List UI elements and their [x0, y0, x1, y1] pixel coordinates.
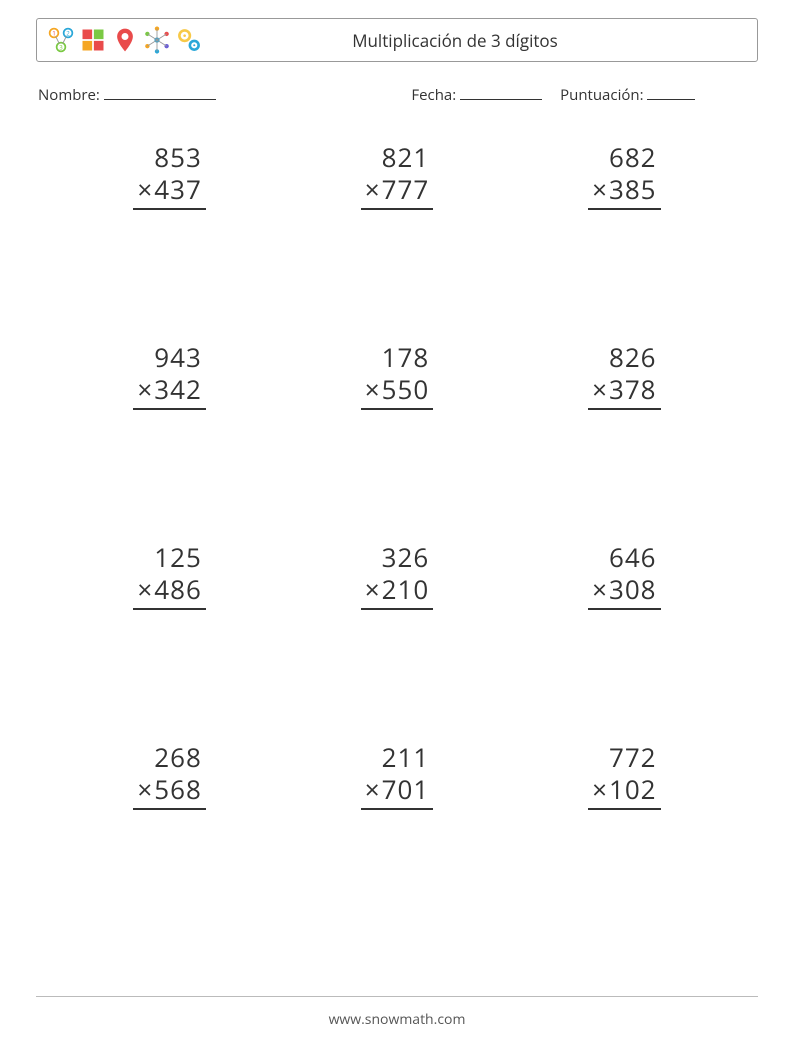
multiplier-row: ×385 — [588, 173, 660, 210]
multiplicand: 178 — [361, 341, 433, 374]
multiply-sign: × — [592, 373, 608, 406]
multiplier-row: ×378 — [588, 373, 660, 410]
multiplicand: 125 — [133, 541, 205, 574]
multiplier-row: ×486 — [133, 573, 205, 610]
multiplier-row: ×701 — [361, 773, 433, 810]
multiplicand: 682 — [588, 141, 660, 174]
multiplier-row: ×308 — [588, 573, 660, 610]
problem: 646×308 — [511, 541, 738, 741]
score-label: Puntuación: — [560, 85, 643, 105]
multiplicand: 772 — [588, 741, 660, 774]
multiplier-row: ×550 — [361, 373, 433, 410]
multiplicand: 268 — [133, 741, 205, 774]
problem-inner: 326×210 — [361, 541, 433, 610]
multiplicand: 853 — [133, 141, 205, 174]
problem: 943×342 — [56, 341, 283, 541]
name-field: Nombre: — [38, 84, 411, 105]
multiply-sign: × — [137, 373, 153, 406]
problem-inner: 853×437 — [133, 141, 205, 210]
problem-inner: 943×342 — [133, 341, 205, 410]
svg-text:2: 2 — [66, 29, 70, 38]
multiply-sign: × — [137, 773, 153, 806]
multiplier-row: ×437 — [133, 173, 205, 210]
multiplicand: 326 — [361, 541, 433, 574]
problem-inner: 826×378 — [588, 341, 660, 410]
multiply-sign: × — [365, 573, 381, 606]
problems-grid: 853×437821×777682×385943×342178×550826×3… — [36, 141, 758, 941]
problem: 211×701 — [283, 741, 510, 941]
multiplier: 342 — [154, 371, 202, 407]
problem-inner: 772×102 — [588, 741, 660, 810]
multiplier: 378 — [609, 371, 657, 407]
multiplier-row: ×342 — [133, 373, 205, 410]
puzzle-icon — [79, 26, 107, 54]
multiplier-row: ×777 — [361, 173, 433, 210]
problem: 178×550 — [283, 341, 510, 541]
name-label: Nombre: — [38, 85, 100, 105]
problem-inner: 178×550 — [361, 341, 433, 410]
multiplier: 486 — [154, 571, 202, 607]
header-icons: 1 2 3 — [47, 26, 203, 54]
pin-icon — [111, 26, 139, 54]
multiplier: 385 — [609, 171, 657, 207]
problem: 326×210 — [283, 541, 510, 741]
multiply-sign: × — [365, 773, 381, 806]
multiplier: 102 — [609, 771, 657, 807]
date-label: Fecha: — [411, 85, 456, 105]
problem-inner: 211×701 — [361, 741, 433, 810]
problem-inner: 682×385 — [588, 141, 660, 210]
multiply-sign: × — [365, 373, 381, 406]
multiplicand: 646 — [588, 541, 660, 574]
tree-icon: 1 2 3 — [47, 26, 75, 54]
date-blank[interactable] — [460, 84, 542, 100]
gears-icon — [175, 26, 203, 54]
multiply-sign: × — [592, 573, 608, 606]
score-blank[interactable] — [647, 84, 695, 100]
svg-text:1: 1 — [52, 29, 56, 38]
network-icon — [143, 26, 171, 54]
multiply-sign: × — [592, 773, 608, 806]
problem-inner: 268×568 — [133, 741, 205, 810]
footer-url: www.snowmath.com — [0, 1010, 794, 1029]
problem: 682×385 — [511, 141, 738, 341]
multiplier-row: ×210 — [361, 573, 433, 610]
info-row: Nombre: Fecha: Puntuación: — [36, 84, 758, 105]
problem: 826×378 — [511, 341, 738, 541]
multiply-sign: × — [592, 173, 608, 206]
footer-divider — [36, 996, 758, 997]
svg-text:3: 3 — [59, 43, 63, 52]
multiplier: 701 — [382, 771, 430, 807]
problem-inner: 125×486 — [133, 541, 205, 610]
problem: 821×777 — [283, 141, 510, 341]
multiplier-row: ×102 — [588, 773, 660, 810]
multiplier: 568 — [154, 771, 202, 807]
date-field: Fecha: — [411, 84, 542, 105]
multiplier: 550 — [382, 371, 430, 407]
problem: 125×486 — [56, 541, 283, 741]
multiplier-row: ×568 — [133, 773, 205, 810]
multiplier: 308 — [609, 571, 657, 607]
multiplier: 210 — [382, 571, 430, 607]
problem: 772×102 — [511, 741, 738, 941]
multiply-sign: × — [137, 573, 153, 606]
worksheet-title: Multiplicación de 3 dígitos — [203, 29, 747, 52]
worksheet-page: 1 2 3 — [0, 0, 794, 1053]
multiplicand: 211 — [361, 741, 433, 774]
name-blank[interactable] — [104, 84, 216, 100]
multiplicand: 826 — [588, 341, 660, 374]
problem: 268×568 — [56, 741, 283, 941]
header-box: 1 2 3 — [36, 18, 758, 62]
multiplicand: 943 — [133, 341, 205, 374]
score-field: Puntuación: — [560, 84, 695, 105]
problem-inner: 646×308 — [588, 541, 660, 610]
multiplicand: 821 — [361, 141, 433, 174]
multiply-sign: × — [137, 173, 153, 206]
problem: 853×437 — [56, 141, 283, 341]
multiplier: 777 — [382, 171, 430, 207]
multiply-sign: × — [365, 173, 381, 206]
problem-inner: 821×777 — [361, 141, 433, 210]
multiplier: 437 — [154, 171, 202, 207]
